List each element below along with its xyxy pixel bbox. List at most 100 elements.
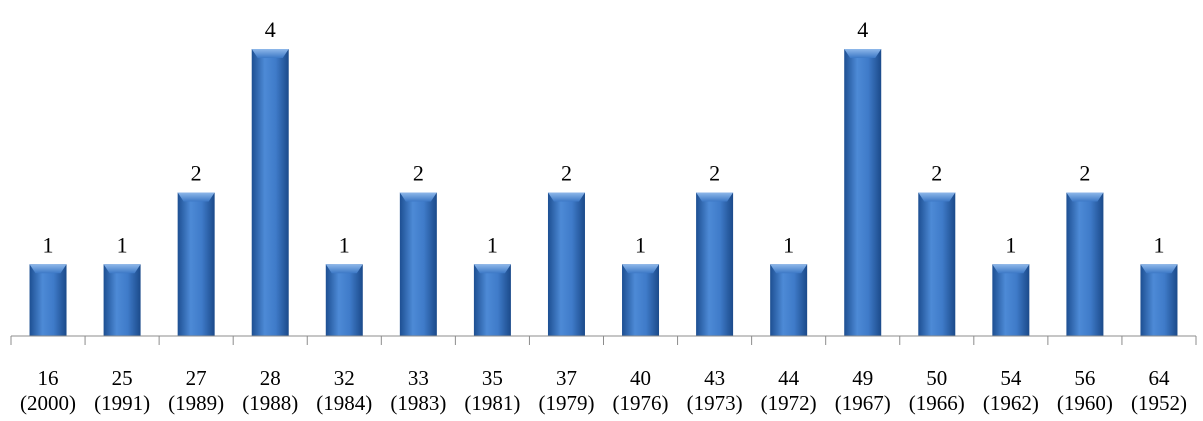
bar: [251, 49, 289, 336]
bar-cap: [399, 192, 437, 202]
x-tick-label-year: (1966): [909, 391, 965, 415]
data-label: 1: [783, 232, 794, 257]
x-tick-label-year: (1952): [1131, 391, 1187, 415]
x-tick-label-age: 40: [630, 366, 651, 390]
bar-cap: [844, 49, 882, 58]
x-tick-label-year: (1991): [94, 391, 150, 415]
data-label: 2: [413, 161, 424, 186]
bar: [1140, 264, 1178, 336]
bar: [622, 264, 660, 336]
x-tick-label-year: (1960): [1057, 391, 1113, 415]
x-tick-label-age: 33: [408, 366, 429, 390]
bar-body: [251, 49, 289, 336]
bar-body: [399, 192, 437, 336]
bar: [918, 192, 956, 336]
x-tick-label-year: (1984): [316, 391, 372, 415]
bar-cap: [29, 264, 67, 274]
x-tick-label-age: 43: [704, 366, 725, 390]
bar-cap: [177, 192, 215, 202]
bar-body: [844, 49, 882, 336]
x-tick-label-year: (1972): [761, 391, 817, 415]
data-label: 4: [857, 17, 868, 42]
x-tick-label-age: 25: [112, 366, 133, 390]
x-tick-label-year: (1981): [464, 391, 520, 415]
bar: [103, 264, 141, 336]
bar-cap: [770, 264, 808, 274]
x-tick-label-year: (1967): [835, 391, 891, 415]
bar-cap: [1140, 264, 1178, 274]
x-tick-label-age: 49: [852, 366, 873, 390]
bar-body: [1066, 192, 1104, 336]
bar-body: [547, 192, 585, 336]
bar-cap: [918, 192, 956, 202]
x-tick-label-year: (1989): [168, 391, 224, 415]
x-tick-label-year: (1988): [242, 391, 298, 415]
bar-body: [770, 264, 808, 336]
x-tick-label-age: 16: [38, 366, 59, 390]
bar-body: [992, 264, 1030, 336]
data-label: 1: [1005, 232, 1016, 257]
x-tick-label-age: 27: [186, 366, 207, 390]
bar-cap: [325, 264, 363, 274]
bar: [547, 192, 585, 336]
bar-cap: [696, 192, 734, 202]
bar-body: [918, 192, 956, 336]
data-label: 1: [339, 232, 350, 257]
x-tick-label-age: 32: [334, 366, 355, 390]
bar-cap: [622, 264, 660, 274]
bar-body: [103, 264, 141, 336]
x-tick-label-year: (1962): [983, 391, 1039, 415]
data-label: 1: [117, 232, 128, 257]
x-tick-label-age: 28: [260, 366, 281, 390]
data-label: 2: [191, 161, 202, 186]
bar-body: [696, 192, 734, 336]
data-label: 4: [265, 17, 276, 42]
bar-body: [177, 192, 215, 336]
x-tick-label-age: 44: [778, 366, 800, 390]
bar-body: [29, 264, 67, 336]
x-axis: 16(2000) 25(1991) 27(1989) 28(1988) 32(1984)…: [10, 335, 1197, 415]
bar-cap: [103, 264, 141, 274]
x-tick-label-age: 35: [482, 366, 503, 390]
bar: [844, 49, 882, 336]
bar: [992, 264, 1030, 336]
data-label: 2: [709, 161, 720, 186]
bar: [177, 192, 215, 336]
x-tick-label-year: (1976): [613, 391, 669, 415]
x-tick-label-age: 64: [1148, 366, 1170, 390]
bar-body: [473, 264, 511, 336]
bar: [1066, 192, 1104, 336]
bars-group: [29, 49, 1178, 336]
x-tick-label-age: 50: [926, 366, 947, 390]
data-label: 2: [931, 161, 942, 186]
bar-cap: [992, 264, 1030, 274]
bar: [29, 264, 67, 336]
x-tick-label-age: 37: [556, 366, 577, 390]
data-label: 2: [1079, 161, 1090, 186]
bar: [325, 264, 363, 336]
x-tick-label-year: (2000): [20, 391, 76, 415]
bar-body: [325, 264, 363, 336]
x-tick-label-year: (1979): [538, 391, 594, 415]
data-label: 1: [43, 232, 54, 257]
bar: [770, 264, 808, 336]
data-labels-group: 1 1 2 4 1 2 1 2 1 2 1 4 2 1 2 1: [43, 17, 1165, 257]
data-label: 2: [561, 161, 572, 186]
data-label: 1: [1153, 232, 1164, 257]
bar-cap: [473, 264, 511, 274]
bar-cap: [1066, 192, 1104, 202]
x-tick-label-year: (1983): [390, 391, 446, 415]
bar-body: [1140, 264, 1178, 336]
bar-cap: [251, 49, 289, 58]
bar: [399, 192, 437, 336]
data-label: 1: [635, 232, 646, 257]
bar: [473, 264, 511, 336]
x-tick-label-age: 56: [1074, 366, 1095, 390]
x-tick-label-year: (1973): [687, 391, 743, 415]
bar-cap: [547, 192, 585, 202]
x-tick-label-age: 54: [1000, 366, 1022, 390]
data-label: 1: [487, 232, 498, 257]
bar: [696, 192, 734, 336]
bar-body: [622, 264, 660, 336]
